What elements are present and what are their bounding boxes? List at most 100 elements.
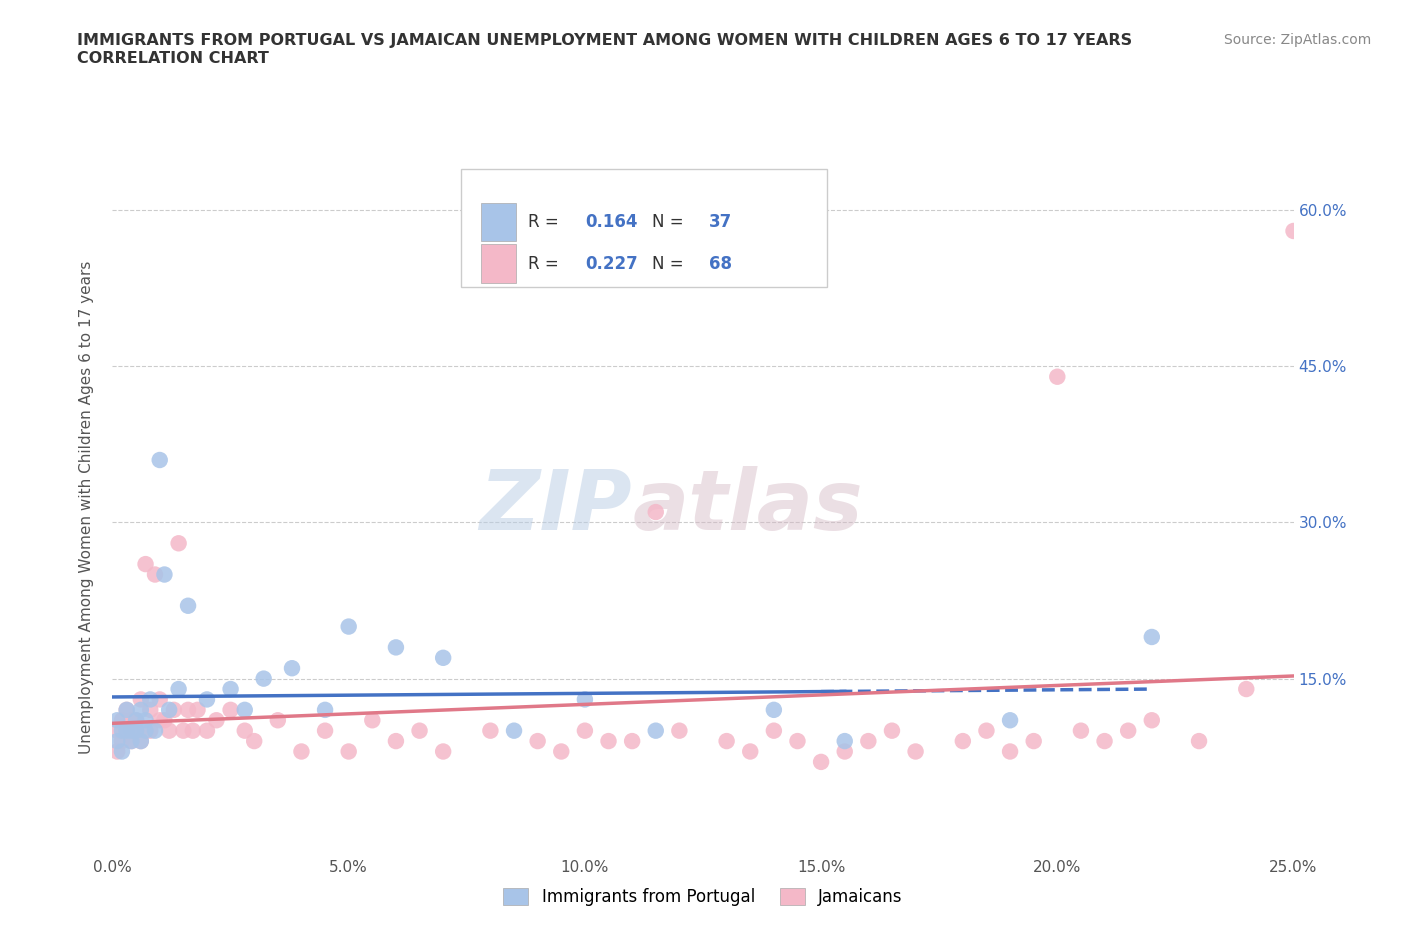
Point [385,640,408,655]
Point [153,712,176,727]
Point [479,724,502,738]
Point [314,702,336,717]
Point [668,724,690,738]
Point [880,724,903,738]
Point [952,734,974,749]
Point [281,661,304,676]
Point [290,744,312,759]
Point [139,724,162,738]
Point [172,724,194,738]
Point [115,724,138,738]
Text: N =: N = [652,255,689,272]
Point [1116,724,1139,738]
Point [177,598,200,613]
Point [1188,734,1211,749]
Point [233,724,256,738]
Point [526,734,548,749]
Point [111,744,134,759]
Point [139,692,162,707]
Point [1140,630,1163,644]
Point [810,754,832,769]
Point [314,724,336,738]
Point [550,744,572,759]
Point [598,734,620,749]
Point [135,557,157,572]
Point [105,724,128,738]
Point [998,712,1021,727]
Point [105,712,128,727]
Point [111,724,134,738]
Point [740,744,762,759]
Text: atlas: atlas [633,466,863,548]
Point [149,692,172,707]
Legend: Immigrants from Portugal, Jamaicans: Immigrants from Portugal, Jamaicans [496,881,910,912]
Point [1234,682,1257,697]
Point [105,744,128,759]
Point [253,671,276,686]
Text: 0.227: 0.227 [585,255,638,272]
Point [408,724,430,738]
FancyBboxPatch shape [461,168,827,287]
Point [167,536,190,551]
Point [337,619,360,634]
Point [120,734,142,749]
Text: N =: N = [652,213,689,232]
Point [337,744,360,759]
Text: 68: 68 [709,255,733,272]
Point [432,744,454,759]
Point [111,734,134,749]
Point [129,702,152,717]
Point [181,724,204,738]
Point [163,702,186,717]
Point [503,724,526,738]
Point [233,702,256,717]
Point [125,712,148,727]
Point [125,724,148,738]
Point [129,692,152,707]
Text: R =: R = [529,255,564,272]
Point [998,744,1021,759]
Point [115,724,138,738]
Point [125,724,148,738]
Point [149,453,172,468]
FancyBboxPatch shape [481,245,516,283]
Point [219,702,242,717]
Point [143,567,166,582]
Point [120,724,142,738]
Point [716,734,738,749]
Point [762,702,785,717]
Point [762,724,785,738]
Point [111,712,134,727]
Text: CORRELATION CHART: CORRELATION CHART [77,51,269,66]
Point [167,682,190,697]
Text: 0.164: 0.164 [585,213,637,232]
Point [1140,712,1163,727]
Point [432,650,454,665]
Point [644,724,666,738]
Point [195,692,218,707]
Y-axis label: Unemployment Among Women with Children Ages 6 to 17 years: Unemployment Among Women with Children A… [79,260,94,753]
Point [205,712,228,727]
Point [115,702,138,717]
Point [149,712,172,727]
Text: ZIP: ZIP [479,466,633,548]
Point [904,744,927,759]
Point [219,682,242,697]
Point [125,712,148,727]
Point [1070,724,1092,738]
Point [644,505,666,520]
Point [976,724,998,738]
Point [1046,369,1069,384]
Point [153,567,176,582]
Point [135,724,157,738]
Point [385,734,408,749]
Point [115,702,138,717]
Point [120,712,142,727]
Point [858,734,880,749]
Point [120,734,142,749]
Point [195,724,218,738]
Point [1282,223,1305,238]
Point [129,734,152,749]
Point [139,702,162,717]
Point [621,734,644,749]
